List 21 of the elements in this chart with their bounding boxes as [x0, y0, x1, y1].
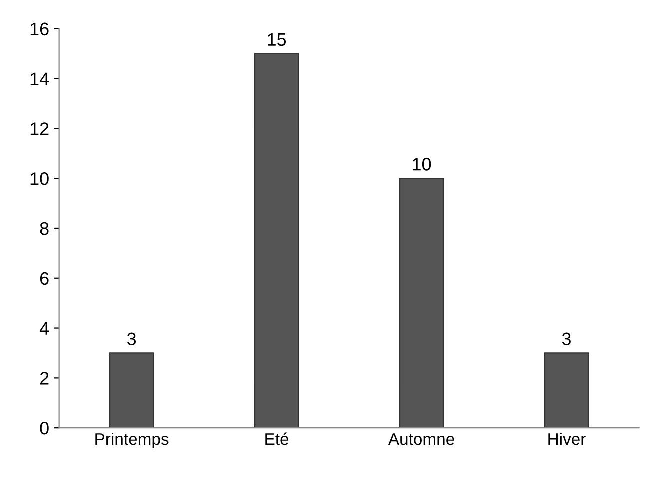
bar — [544, 352, 590, 428]
data-label: 10 — [413, 158, 432, 171]
y-tick-label: 10 — [30, 172, 49, 186]
y-tick-label: 12 — [30, 122, 49, 136]
data-label: 15 — [268, 33, 286, 46]
bar — [110, 352, 154, 428]
bar — [254, 53, 300, 428]
x-tick-label: Automne — [388, 434, 454, 446]
y-tick-label: 14 — [30, 72, 50, 86]
y-tick-label: 2 — [40, 372, 49, 385]
y-tick-label: 16 — [30, 22, 49, 36]
data-label: 3 — [127, 332, 136, 346]
x-tick-label: Eté — [266, 432, 289, 446]
x-tick-label: Printemps — [96, 432, 169, 448]
data-label: 3 — [562, 332, 571, 346]
y-tick-label: 0 — [40, 422, 49, 435]
bar — [399, 178, 444, 428]
y-tick-label: 4 — [40, 322, 50, 335]
x-tick-label: Hiver — [548, 432, 586, 446]
y-tick-label: 6 — [40, 272, 49, 286]
y-tick-label: 8 — [40, 222, 49, 236]
